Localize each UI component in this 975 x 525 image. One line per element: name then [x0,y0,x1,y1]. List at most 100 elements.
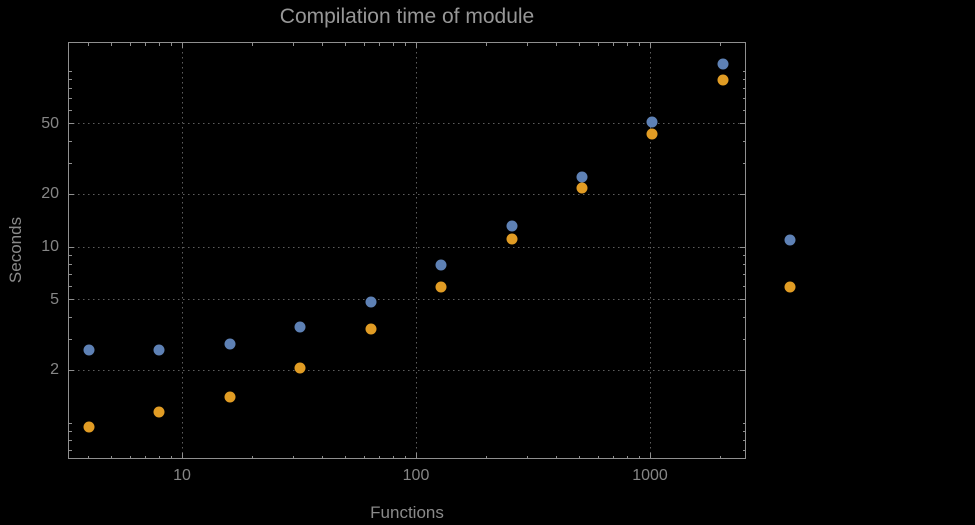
y-axis-tick [740,246,745,248]
gridline-horizontal [68,369,746,371]
x-axis-tick [556,455,558,458]
y-axis-tick [69,285,72,287]
x-axis-tick [415,453,417,458]
x-axis-tick [415,43,417,48]
x-tick-label: 1000 [632,467,668,484]
y-axis-tick [69,299,74,301]
data-point-series-1-blue [506,220,518,232]
x-axis-tick [626,43,628,46]
y-tick-label: 10 [41,238,59,255]
y-axis-tick [742,316,745,318]
y-axis-tick [742,338,745,340]
x-axis-tick [379,43,381,46]
data-point-series-1-blue [224,338,236,350]
chart-title: Compilation time of module [279,5,535,28]
y-axis-tick [69,422,72,424]
x-axis-tick [322,43,324,46]
x-axis-tick [597,43,599,46]
data-point-series-1-blue [646,116,658,128]
x-axis-tick [345,43,347,46]
data-point-series-2-orange [646,128,658,140]
x-axis-tick [485,455,487,458]
y-axis-tick [69,369,74,371]
legend-marker-series-1-blue [784,234,796,246]
y-axis-tick [69,70,72,72]
y-axis-tick [740,299,745,301]
data-point-series-1-blue [717,58,729,70]
y-axis-tick [742,449,745,451]
x-tick-label: 10 [173,467,191,484]
y-tick-label: 20 [41,185,59,203]
legend-marker-series-2-orange [784,281,796,293]
plot-frame [68,42,746,459]
y-axis-tick [69,430,72,432]
y-axis-tick [742,430,745,432]
x-axis-tick [613,43,615,46]
y-tick-label: 5 [50,290,59,308]
y-axis-label: Seconds [6,216,25,284]
y-axis-tick [69,263,72,265]
x-axis-tick [379,455,381,458]
x-axis-tick [88,455,90,458]
data-point-series-2-orange [365,323,377,335]
y-axis-tick [69,162,72,164]
data-point-series-2-orange [224,391,236,403]
x-axis-tick [719,43,721,46]
y-axis-tick [742,439,745,441]
x-axis-tick [527,43,529,46]
x-axis-tick [158,43,160,46]
x-axis-tick [251,43,253,46]
y-axis-tick [742,422,745,424]
x-axis-tick [251,455,253,458]
y-axis-tick [742,140,745,142]
x-axis-tick [129,455,131,458]
gridline-vertical [649,42,651,459]
x-axis-tick [613,455,615,458]
x-axis-tick [363,43,365,46]
x-axis-tick [638,43,640,46]
y-axis-tick [740,123,745,125]
y-axis-tick [742,70,745,72]
x-axis-tick [649,453,651,458]
x-axis-tick [111,43,113,46]
gridline-horizontal [68,193,746,195]
data-point-series-1-blue [83,344,95,356]
gridline-horizontal [68,246,746,248]
y-axis-tick [742,87,745,89]
data-point-series-2-orange [506,233,518,245]
y-axis-tick [69,338,72,340]
x-axis-tick [363,455,365,458]
x-axis-tick [404,455,406,458]
gridline-horizontal [68,123,746,125]
x-axis-tick [579,43,581,46]
x-axis-tick [719,455,721,458]
y-axis-tick [69,109,72,111]
y-axis-tick [69,254,72,256]
data-point-series-2-orange [576,182,588,194]
y-axis-tick [69,97,72,99]
x-axis-tick [527,455,529,458]
y-axis-tick [742,254,745,256]
x-axis-tick [392,455,394,458]
gridline-vertical [181,42,183,459]
x-axis-tick [626,455,628,458]
x-axis-tick [181,453,183,458]
y-axis-tick [742,162,745,164]
y-axis-tick [69,140,72,142]
y-axis-tick [69,273,72,275]
y-tick-label: 2 [50,361,59,379]
x-axis-tick [322,455,324,458]
y-axis-tick [69,193,74,195]
x-axis-tick [392,43,394,46]
x-axis-tick [293,43,295,46]
y-tick-label: 50 [41,114,59,132]
x-axis-tick [145,455,147,458]
x-axis-tick [597,455,599,458]
y-axis-tick [740,369,745,371]
x-axis-tick [181,43,183,48]
x-axis-label: Functions [370,503,444,522]
data-point-series-1-blue [576,171,588,183]
y-axis-tick [742,78,745,80]
x-axis-tick [404,43,406,46]
data-point-series-1-blue [294,321,306,333]
